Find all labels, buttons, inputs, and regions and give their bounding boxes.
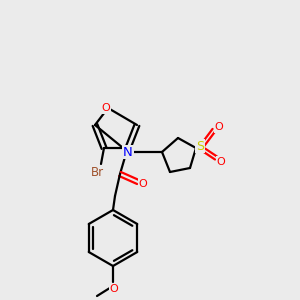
- Text: S: S: [196, 140, 204, 152]
- Text: O: O: [217, 157, 225, 167]
- Text: N: N: [123, 146, 133, 158]
- Text: O: O: [110, 284, 118, 294]
- Text: O: O: [139, 179, 147, 189]
- Text: O: O: [102, 103, 110, 113]
- Text: Br: Br: [90, 166, 104, 178]
- Text: O: O: [214, 122, 224, 132]
